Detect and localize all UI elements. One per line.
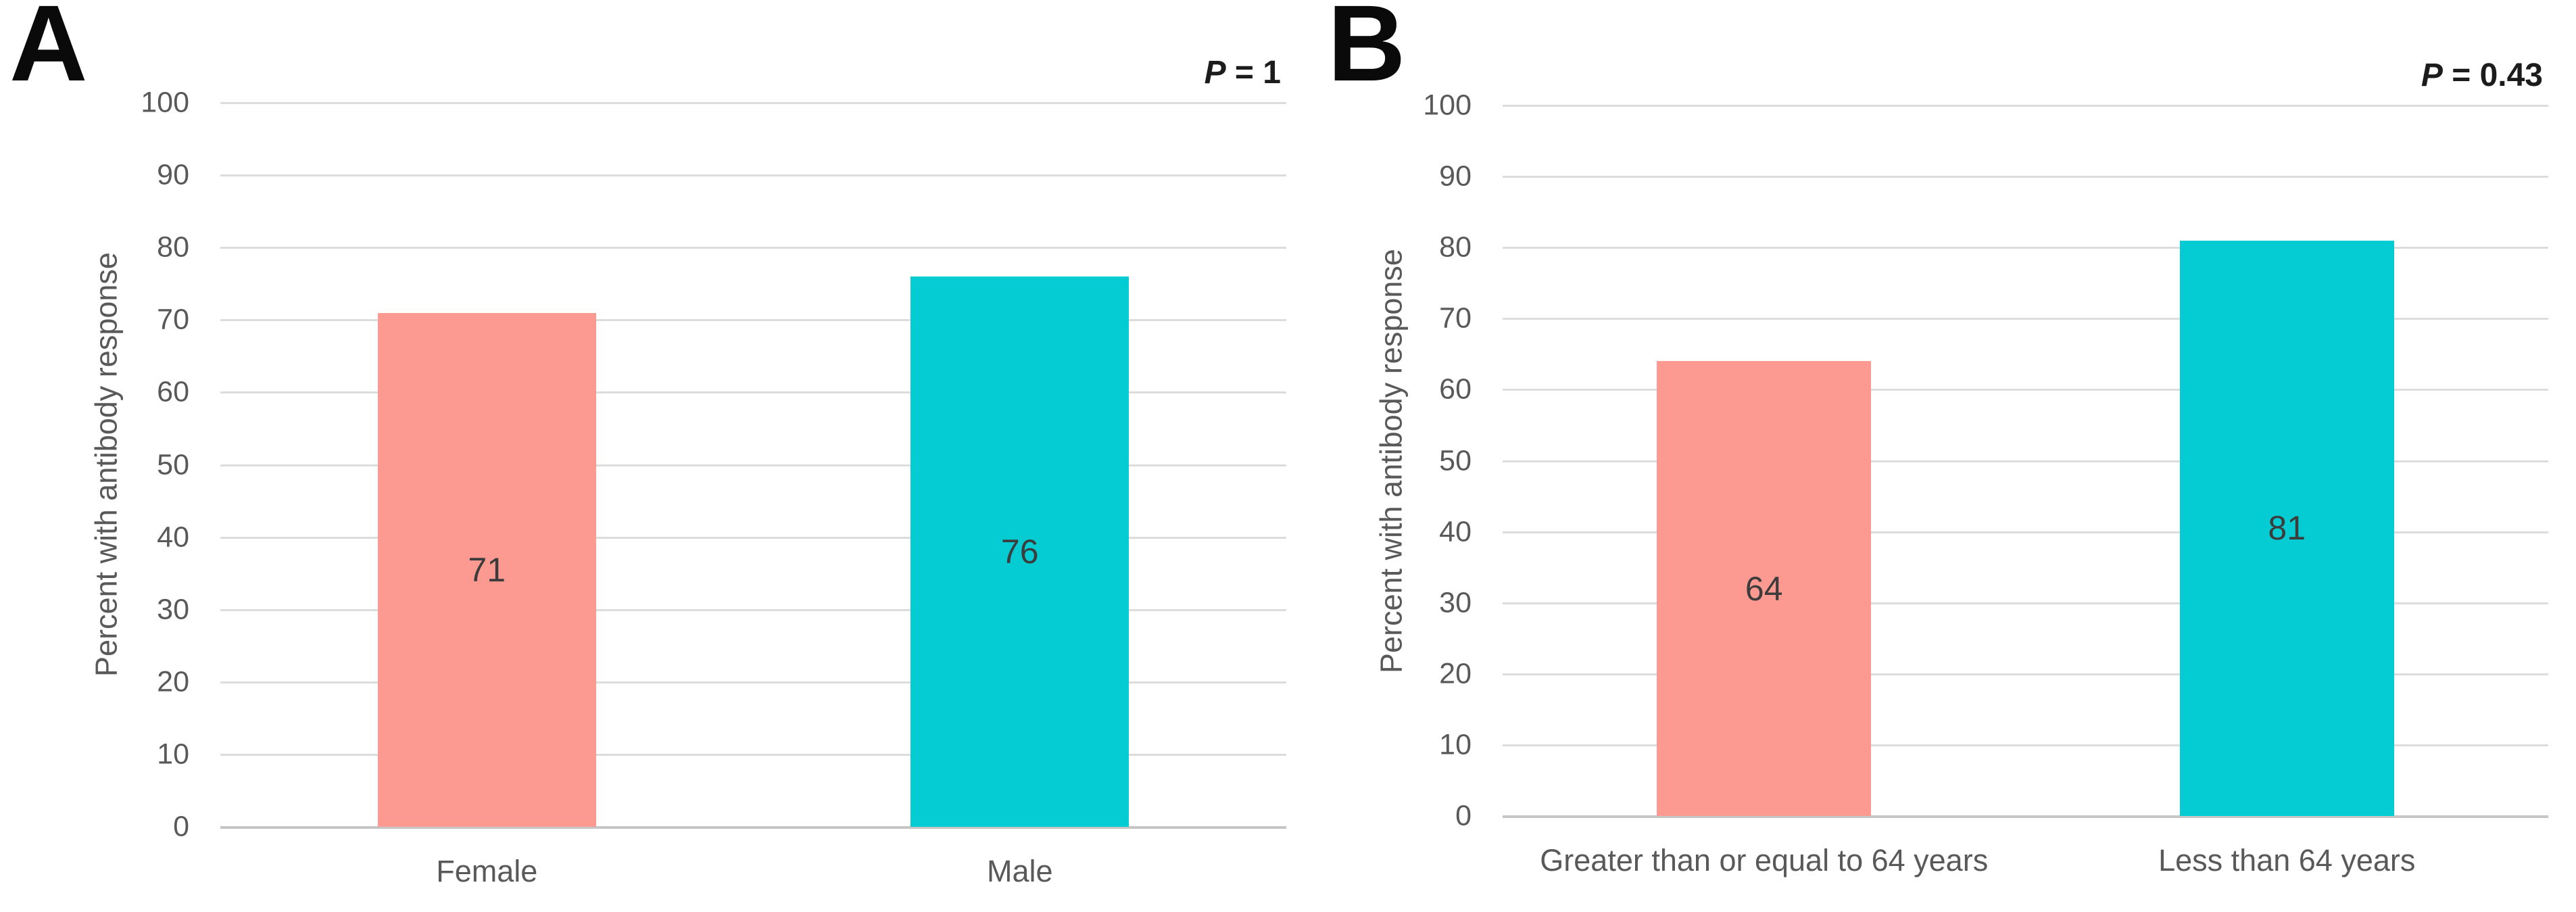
gridline-20 — [1503, 673, 2548, 675]
p-symbol: P — [1204, 55, 1226, 91]
gridline-10 — [220, 753, 1286, 756]
y-tick-label-50: 50 — [1439, 444, 1472, 477]
panel-b: B Percent with antibody response P = 0.4… — [1291, 0, 2576, 912]
bar-less-than-64-years: 81 — [2179, 240, 2394, 816]
gridline-60 — [220, 391, 1286, 394]
bars-layer: 64 81 — [1503, 105, 2548, 816]
y-tick-label-30: 30 — [157, 593, 189, 626]
y-tick-label-70: 70 — [157, 303, 189, 336]
y-tick-label-0: 0 — [173, 810, 189, 843]
y-tick-label-100: 100 — [141, 86, 189, 119]
x-category-layer: Female Male — [220, 103, 1286, 888]
y-tick-layer: 0 10 20 30 40 50 60 70 80 90 100 — [141, 88, 1286, 841]
bar-female: 71 — [377, 312, 596, 827]
panel-a-plot-area: Percent with antibody response P = 1 0 10… — [89, 57, 1286, 888]
bar-value-label: 76 — [1000, 533, 1039, 571]
gridline-30 — [220, 608, 1286, 611]
y-tick-label-40: 40 — [157, 521, 189, 554]
y-tick-label-40: 40 — [1439, 515, 1472, 548]
gridline-60 — [1503, 389, 2548, 391]
p-value-text: = 0.43 — [2442, 57, 2543, 93]
gridline-70 — [1503, 318, 2548, 320]
x-category-label-male: Male — [986, 854, 1053, 888]
gridline-100 — [1503, 105, 2548, 107]
gridline-50 — [1503, 460, 2548, 462]
y-tick-label-20: 20 — [157, 665, 189, 698]
bar-value-label: 64 — [1745, 569, 1783, 608]
gridline-80 — [1503, 247, 2548, 249]
gridline-20 — [220, 681, 1286, 683]
y-tick-label-10: 10 — [157, 738, 189, 771]
gridline-80 — [220, 247, 1286, 249]
p-value-annotation: P = 0.43 — [2421, 59, 2543, 92]
y-tick-label-80: 80 — [1439, 231, 1472, 264]
x-category-layer: Greater than or equal to 64 years Less th… — [1503, 105, 2548, 878]
y-tick-label-90: 90 — [1439, 160, 1472, 193]
gridline-30 — [1503, 602, 2548, 604]
gridline-10 — [1503, 744, 2548, 746]
x-category-label-greater-than-or-equal-to-64-years: Greater than or equal to 64 years — [1540, 843, 1989, 878]
gridline-50 — [220, 464, 1286, 466]
y-tick-label-20: 20 — [1439, 657, 1472, 690]
gridline-100 — [220, 102, 1286, 104]
y-tick-label-30: 30 — [1439, 586, 1472, 619]
y-axis-title: Percent with antibody response — [1374, 249, 1409, 673]
y-axis-title: Percent with antibody response — [89, 252, 124, 677]
panel-a-letter: A — [9, 0, 88, 103]
y-tick-label-60: 60 — [157, 375, 189, 408]
y-tick-label-10: 10 — [1439, 728, 1472, 761]
panel-a: A Percent with antibody response P = 1 0… — [9, 0, 1286, 888]
p-value-annotation: P = 1 — [1205, 57, 1281, 89]
panel-b-letter: B — [1328, 0, 1406, 103]
p-symbol: P — [2421, 57, 2443, 93]
gridline-layer — [220, 102, 1286, 829]
bar-value-label: 71 — [468, 550, 506, 589]
y-tick-label-50: 50 — [157, 448, 189, 481]
bar-male: 76 — [910, 277, 1129, 827]
gridline-40 — [220, 536, 1286, 539]
bar-value-label: 81 — [2268, 509, 2306, 548]
y-tick-label-90: 90 — [157, 158, 189, 191]
p-value-text: = 1 — [1225, 55, 1281, 91]
x-axis-line — [1503, 815, 2548, 818]
gridline-90 — [1503, 176, 2548, 178]
y-tick-layer: 0 10 20 30 40 50 60 70 80 90 100 — [1423, 91, 2548, 830]
y-tick-label-100: 100 — [1423, 89, 1472, 122]
bars-layer: 71 76 — [220, 103, 1286, 827]
y-tick-label-60: 60 — [1439, 373, 1472, 406]
gridline-70 — [220, 319, 1286, 322]
bar-greater-than-or-equal-to-64-years: 64 — [1657, 361, 1872, 816]
gridline-90 — [220, 174, 1286, 177]
panel-b-plot-area: Percent with antibody response P = 0.43 … — [1374, 59, 2548, 878]
y-tick-label-0: 0 — [1455, 799, 1472, 832]
x-axis-line — [220, 826, 1286, 829]
y-tick-label-80: 80 — [157, 231, 189, 264]
x-category-label-female: Female — [436, 854, 538, 888]
y-tick-label-70: 70 — [1439, 302, 1472, 335]
gridline-40 — [1503, 531, 2548, 533]
x-category-label-less-than-64-years: Less than 64 years — [2158, 843, 2416, 878]
gridline-layer — [1503, 105, 2548, 818]
